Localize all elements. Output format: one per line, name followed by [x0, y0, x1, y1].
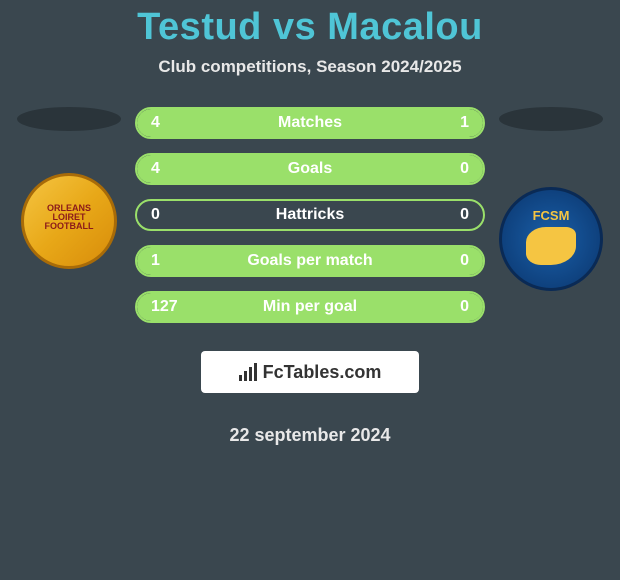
stat-bar: 4 Goals 0 — [135, 153, 485, 185]
stat-value-left: 0 — [151, 206, 160, 224]
stat-value-right: 0 — [460, 298, 469, 316]
stat-value-right: 0 — [460, 206, 469, 224]
stats-container: 4 Matches 1 4 Goals 0 0 Hattricks 0 1 Goals per ma… — [135, 107, 485, 323]
stat-bar: 1 Goals per match 0 — [135, 245, 485, 277]
stats-column: 4 Matches 1 4 Goals 0 0 Hattricks 0 1 Goals per ma… — [134, 107, 486, 446]
content-row: ORLEANS LOIRET FOOTBALL 4 Matches 1 4 Goals 0… — [0, 107, 620, 446]
page-title: Testud vs Macalou — [0, 6, 620, 49]
stat-value-left: 4 — [151, 114, 160, 132]
stat-bar: 127 Min per goal 0 — [135, 291, 485, 323]
bar-chart-icon — [239, 363, 257, 381]
stat-value-left: 127 — [151, 298, 178, 316]
stat-label: Min per goal — [263, 298, 357, 316]
stat-value-left: 4 — [151, 160, 160, 178]
stat-value-right: 0 — [460, 160, 469, 178]
club-badge-left: ORLEANS LOIRET FOOTBALL — [21, 173, 117, 269]
badge-left-text: ORLEANS LOIRET FOOTBALL — [45, 204, 94, 231]
stat-bar: 0 Hattricks 0 — [135, 199, 485, 231]
stat-label: Goals per match — [247, 252, 372, 270]
ellipse-shadow-right — [499, 107, 603, 131]
stat-label: Goals — [288, 160, 332, 178]
lion-icon — [526, 227, 576, 265]
left-player-col: ORLEANS LOIRET FOOTBALL — [14, 107, 124, 269]
badge-right-text: FCSM — [533, 208, 570, 223]
stat-value-left: 1 — [151, 252, 160, 270]
club-badge-right: FCSM — [499, 187, 603, 291]
stat-fill-left — [137, 109, 414, 137]
branding-badge[interactable]: FcTables.com — [201, 351, 419, 393]
stat-value-right: 1 — [460, 114, 469, 132]
date-label: 22 september 2024 — [229, 425, 390, 446]
subtitle: Club competitions, Season 2024/2025 — [0, 57, 620, 77]
comparison-card: Testud vs Macalou Club competitions, Sea… — [0, 0, 620, 446]
stat-label: Matches — [278, 114, 342, 132]
stat-value-right: 0 — [460, 252, 469, 270]
stat-bar: 4 Matches 1 — [135, 107, 485, 139]
stat-fill-right — [414, 109, 483, 137]
branding-text: FcTables.com — [263, 362, 382, 383]
stat-label: Hattricks — [276, 206, 344, 224]
right-player-col: FCSM — [496, 107, 606, 291]
ellipse-shadow-left — [17, 107, 121, 131]
